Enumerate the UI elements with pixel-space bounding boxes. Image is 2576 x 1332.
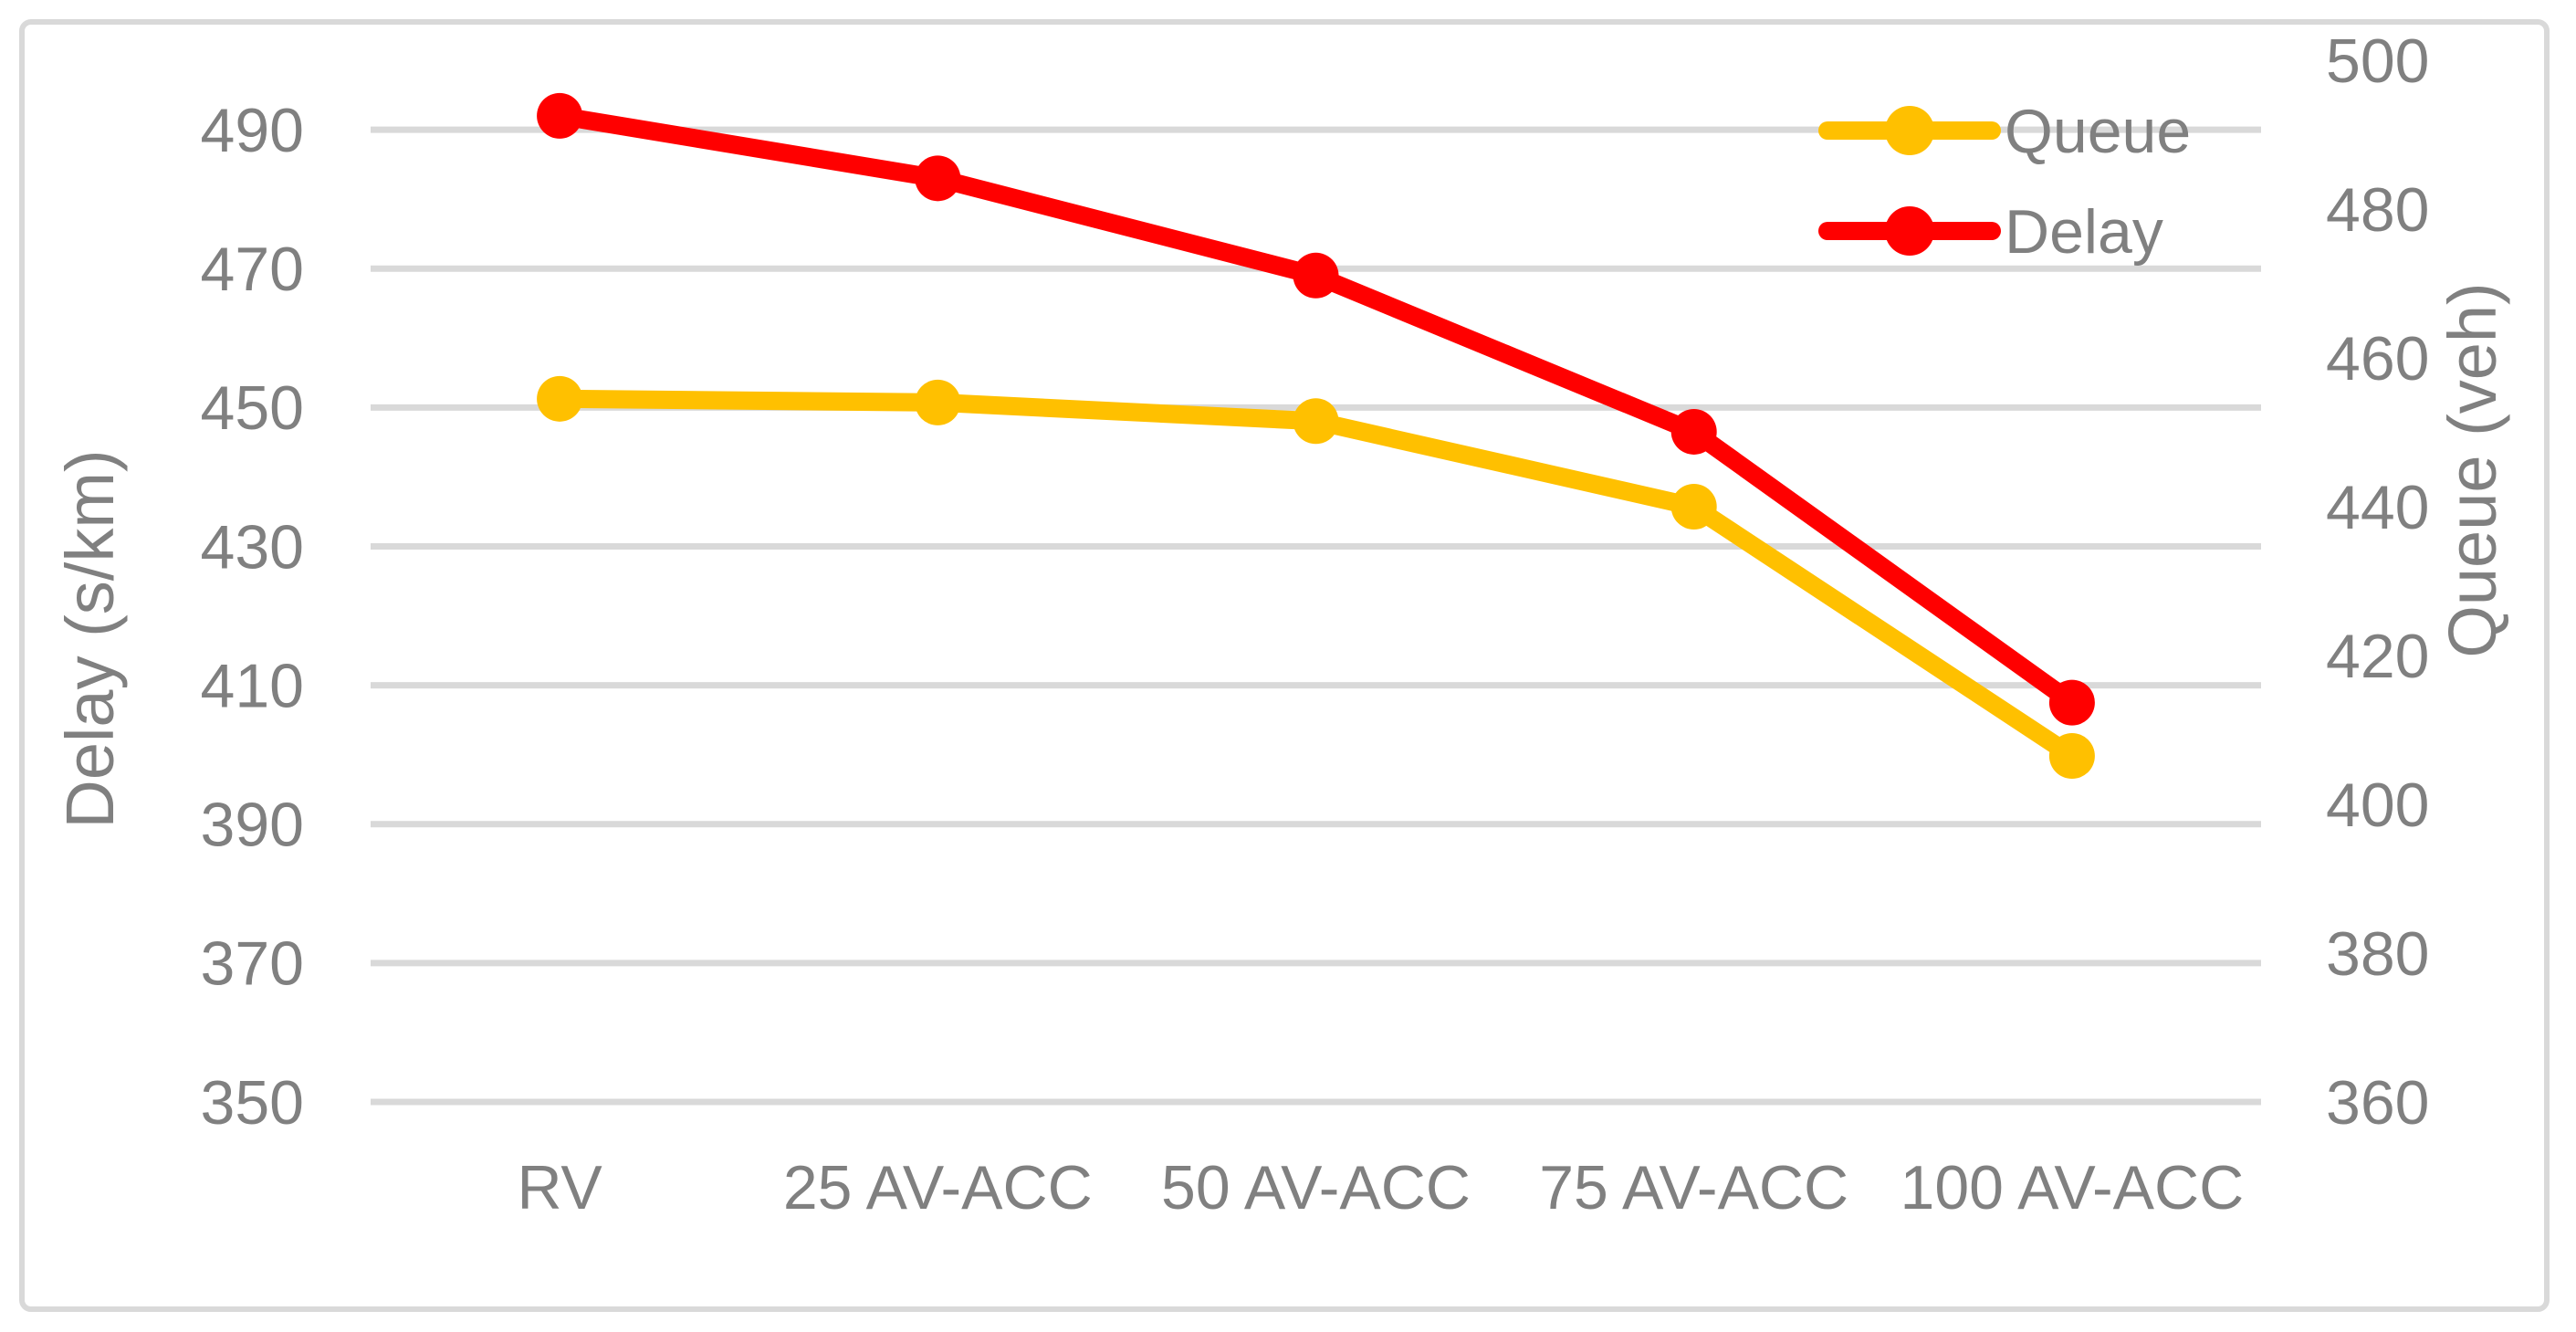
left-axis-tick-labels: 350 370 390 410 430 450 470 490 <box>201 96 304 1138</box>
right-axis-title: Queue (veh) <box>2435 282 2510 657</box>
data-point-queue <box>915 379 961 425</box>
left-axis-tick-label: 370 <box>201 929 304 999</box>
right-axis-tick-labels: 360 380 400 420 440 460 480 500 <box>2326 26 2429 1138</box>
left-axis-title: Delay (s/km) <box>52 449 128 828</box>
data-point-queue <box>2048 733 2095 780</box>
right-axis-tick-label: 440 <box>2326 473 2429 542</box>
data-point-delay <box>915 155 961 202</box>
data-point-delay <box>1670 408 1717 455</box>
right-axis-tick-label: 380 <box>2326 919 2429 989</box>
x-axis-category-label: 50 AV-ACC <box>1161 1153 1471 1222</box>
legend-label: Delay <box>2005 197 2163 267</box>
x-axis-category-labels: RV 25 AV-ACC 50 AV-ACC 75 AV-ACC 100 AV-ACC <box>517 1153 2244 1222</box>
data-point-delay <box>2048 679 2095 726</box>
series-line-queue <box>550 389 2081 766</box>
legend-label: Queue <box>2005 97 2191 166</box>
left-axis-tick-label: 410 <box>201 651 304 720</box>
x-axis-category-label: 75 AV-ACC <box>1539 1153 1848 1222</box>
figure-border <box>19 19 2550 1312</box>
right-axis-tick-label: 460 <box>2326 324 2429 393</box>
legend-marker-swatch <box>1885 106 1934 155</box>
legend: Queue Delay <box>1818 97 2191 267</box>
data-point-delay <box>537 92 583 139</box>
left-axis-tick-label: 430 <box>201 512 304 582</box>
series-layer <box>537 92 2095 780</box>
right-axis-tick-label: 500 <box>2326 26 2429 96</box>
data-point-queue <box>537 375 583 422</box>
left-axis-tick-label: 350 <box>201 1068 304 1138</box>
left-axis-tick-label: 450 <box>201 373 304 443</box>
right-axis-tick-label: 480 <box>2326 175 2429 245</box>
x-axis-category-label: 100 AV-ACC <box>1901 1153 2245 1222</box>
data-point-delay <box>1293 252 1339 299</box>
left-axis-tick-label: 390 <box>201 791 304 860</box>
legend-marker-swatch <box>1885 206 1934 256</box>
left-axis-tick-label: 470 <box>201 235 304 304</box>
right-axis-tick-label: 400 <box>2326 771 2429 840</box>
x-axis-category-label: RV <box>517 1153 602 1222</box>
data-point-queue <box>1293 398 1339 445</box>
left-axis-tick-label: 490 <box>201 96 304 165</box>
right-axis-tick-label: 360 <box>2326 1068 2429 1138</box>
legend-item-delay: Delay <box>1818 197 2163 267</box>
data-point-queue <box>1670 484 1717 530</box>
x-axis-category-label: 25 AV-ACC <box>783 1153 1093 1222</box>
legend-item-queue: Queue <box>1818 97 2191 166</box>
right-axis-tick-label: 420 <box>2326 622 2429 691</box>
